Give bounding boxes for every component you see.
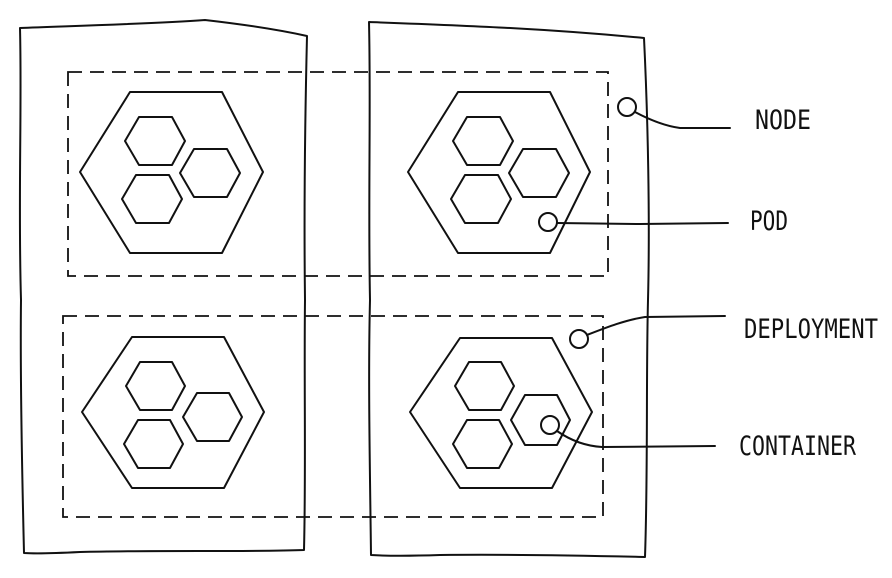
- marker-circle: [538, 212, 558, 232]
- label-deployment: DEPLOYMENT: [744, 314, 878, 345]
- leader-line: [634, 111, 731, 129]
- node-right: [368, 21, 650, 558]
- label-pod: POD: [750, 206, 788, 237]
- callout-deployment: [569, 315, 726, 349]
- containers-bottom-right: [452, 361, 571, 469]
- container-hexagon: [179, 148, 241, 198]
- leader-line: [556, 222, 729, 225]
- marker-circle: [617, 97, 637, 117]
- container-hexagon: [454, 361, 515, 411]
- container-hexagon: [182, 392, 243, 442]
- deployment-top: [67, 71, 609, 277]
- containers-top-left: [121, 116, 241, 224]
- containers-top-right: [450, 116, 570, 224]
- container-hexagon: [123, 419, 184, 469]
- leader-line: [586, 315, 726, 336]
- container-hexagon: [452, 116, 514, 166]
- label-container: CONTAINER: [739, 431, 857, 462]
- pod-top-right: [407, 91, 591, 254]
- label-node: NODE: [755, 105, 811, 136]
- deployment-bottom: [62, 315, 604, 518]
- container-hexagon: [450, 174, 512, 224]
- pod-bottom-right: [409, 337, 593, 489]
- marker-circle: [540, 415, 560, 435]
- callout-pod: [538, 212, 729, 232]
- container-hexagon: [508, 148, 570, 198]
- container-hexagon: [125, 361, 186, 411]
- callout-container: [540, 415, 716, 448]
- container-hexagon: [452, 419, 513, 469]
- node-left: [18, 19, 308, 555]
- pod-bottom-left: [81, 336, 265, 489]
- container-hexagon: [124, 116, 186, 166]
- pod-top-left: [79, 91, 264, 254]
- container-hexagon: [121, 174, 183, 224]
- leader-line: [556, 430, 716, 448]
- container-hexagon-highlighted: [510, 394, 571, 446]
- marker-circle: [569, 329, 589, 349]
- callout-node: [617, 97, 731, 129]
- containers-bottom-left: [123, 361, 243, 469]
